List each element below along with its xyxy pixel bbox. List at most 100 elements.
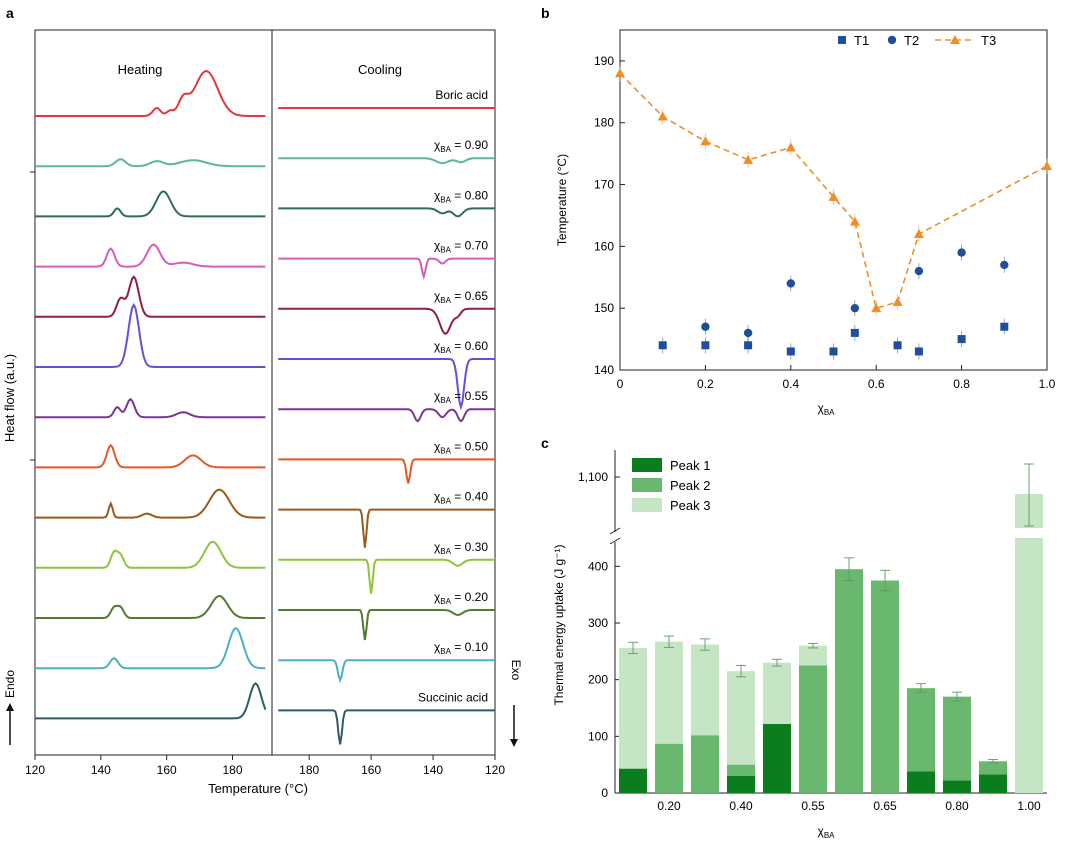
- panel-a-xlabel: Temperature (°C): [208, 781, 308, 796]
- curve-label-chi: χ: [434, 640, 441, 654]
- c-xtick-label: 1.00: [1017, 799, 1041, 813]
- bar-segment-peak-3: [618, 647, 648, 769]
- c-legend-label: Peak 2: [670, 478, 710, 493]
- heating-curve: [35, 443, 266, 469]
- cooling-curve: [278, 709, 495, 745]
- point-t3: [892, 297, 903, 306]
- b-xtick-label: 0.8: [953, 377, 970, 391]
- curve-label-value: = 0.30: [451, 540, 488, 554]
- heating-curve: [35, 488, 266, 519]
- panel-b-xlabel-chi: χ: [818, 401, 825, 415]
- curve-label: χBA = 0.90: [434, 138, 488, 154]
- c-xtick-label: 0.80: [945, 799, 969, 813]
- b-xtick-label: 0: [617, 377, 624, 391]
- curve-label: Succinic acid: [418, 690, 488, 704]
- panel-b-scatter: 0 0.2 0.4 0.6 0.8 1.0 140 150 160 170 180 190 T1 T2 T…: [555, 29, 1056, 417]
- curve-label: χBA = 0.70: [434, 239, 488, 255]
- point-t2: [914, 266, 924, 276]
- cooling-curve: [278, 609, 495, 641]
- point-t1: [914, 347, 923, 356]
- c-xtick-label: 0.20: [657, 799, 681, 813]
- heating-xtick-label: 180: [222, 763, 242, 777]
- b-xtick-label: 1.0: [1039, 377, 1056, 391]
- c-legend-label: Peak 3: [670, 498, 710, 513]
- legend-marker: [838, 36, 846, 44]
- curve-label: χBA = 0.30: [434, 540, 488, 556]
- curve-label-sub: BA: [440, 647, 451, 656]
- bar-segment-peak-3: [726, 671, 756, 765]
- exo-label: Exo: [509, 660, 523, 681]
- bar-segment-peak-1: [942, 780, 972, 793]
- curve-label-value: = 0.80: [451, 188, 488, 202]
- curve-label-value: = 0.40: [451, 490, 488, 504]
- point-t3: [743, 154, 754, 164]
- bar-segment-peak-2: [870, 580, 900, 793]
- panel-c-bars: 0 100 200 300 400 1,100 0.20 0.40 0.55 0.65 0.80 1.…: [552, 450, 1047, 840]
- t3-dashed-line: [619, 72, 1048, 310]
- point-t3: [871, 303, 882, 313]
- point-t2: [850, 303, 860, 313]
- b-ytick-label: 150: [594, 301, 614, 315]
- cooling-curve: [278, 558, 495, 594]
- c-ytick-label: 400: [588, 559, 608, 573]
- curve-label-value: = 0.90: [451, 138, 488, 152]
- curve-label-value: = 0.10: [451, 640, 488, 654]
- curve-label-sub: BA: [440, 547, 451, 556]
- curve-label-chi: χ: [434, 339, 441, 353]
- curve-label-value: = 0.20: [451, 590, 488, 604]
- c-ytick-label: 100: [588, 729, 608, 743]
- panel-a-frame: [34, 29, 496, 756]
- bar-break-gap: [1013, 529, 1045, 538]
- curve-label: χBA = 0.40: [434, 490, 488, 506]
- c-xtick-label: 0.65: [873, 799, 897, 813]
- heating-curve: [35, 69, 266, 117]
- bar-segment-peak-1: [978, 774, 1008, 793]
- exo-arrow-head: [510, 739, 518, 747]
- cooling-curve: [278, 408, 495, 423]
- curve-label-sub: BA: [440, 195, 451, 204]
- c-xtick-label: 0.40: [729, 799, 753, 813]
- point-t1: [744, 341, 753, 350]
- curve-label-value: = 0.55: [451, 389, 488, 403]
- cooling-curve: [278, 458, 495, 484]
- c-xtick-label: 0.55: [801, 799, 825, 813]
- cooling-title: Cooling: [358, 62, 402, 77]
- b-ytick-label: 180: [594, 116, 614, 130]
- bar-segment-peak-3: [798, 645, 828, 666]
- curve-label: χBA = 0.50: [434, 439, 488, 455]
- bar-segment-peak-1: [618, 768, 648, 793]
- heating-curve: [35, 682, 267, 720]
- bar-segment-peak-3: [1014, 538, 1044, 793]
- curve-label-value: = 0.65: [451, 289, 488, 303]
- curve-label-sub: BA: [440, 246, 451, 255]
- point-t3: [785, 142, 796, 152]
- endo-label: Endo: [3, 670, 17, 698]
- panel-b-xlabel: χBA: [818, 401, 836, 417]
- legend-marker: [950, 35, 960, 44]
- heating-curve: [35, 243, 266, 268]
- heating-curve: [35, 397, 266, 419]
- point-t1: [850, 328, 859, 337]
- heating-curve: [35, 275, 266, 318]
- b-ytick-label: 190: [594, 54, 614, 68]
- point-t3: [700, 136, 711, 146]
- bar-segment-peak-2: [834, 569, 864, 793]
- point-t1: [829, 347, 838, 356]
- bar-segment-peak-1: [906, 771, 936, 793]
- bar-segment-peak-2: [726, 764, 756, 776]
- heating-curve: [35, 594, 266, 619]
- point-t1: [701, 341, 710, 350]
- cooling-xtick-label: 180: [299, 763, 319, 777]
- curve-label: Boric acid: [435, 88, 488, 102]
- bar-segment-peak-2: [654, 743, 684, 793]
- panel-c-xlabel-sub: BA: [824, 831, 835, 840]
- curve-label-chi: χ: [434, 289, 441, 303]
- cooling-curve: [278, 508, 495, 548]
- curve-label-sub: BA: [440, 497, 451, 506]
- curve-label-chi: χ: [434, 490, 441, 504]
- heating-curve: [35, 190, 266, 218]
- point-t1: [658, 341, 667, 350]
- cooling-xtick-label: 120: [485, 763, 505, 777]
- curve-label-value: = 0.50: [451, 439, 488, 453]
- point-t1: [1000, 322, 1009, 331]
